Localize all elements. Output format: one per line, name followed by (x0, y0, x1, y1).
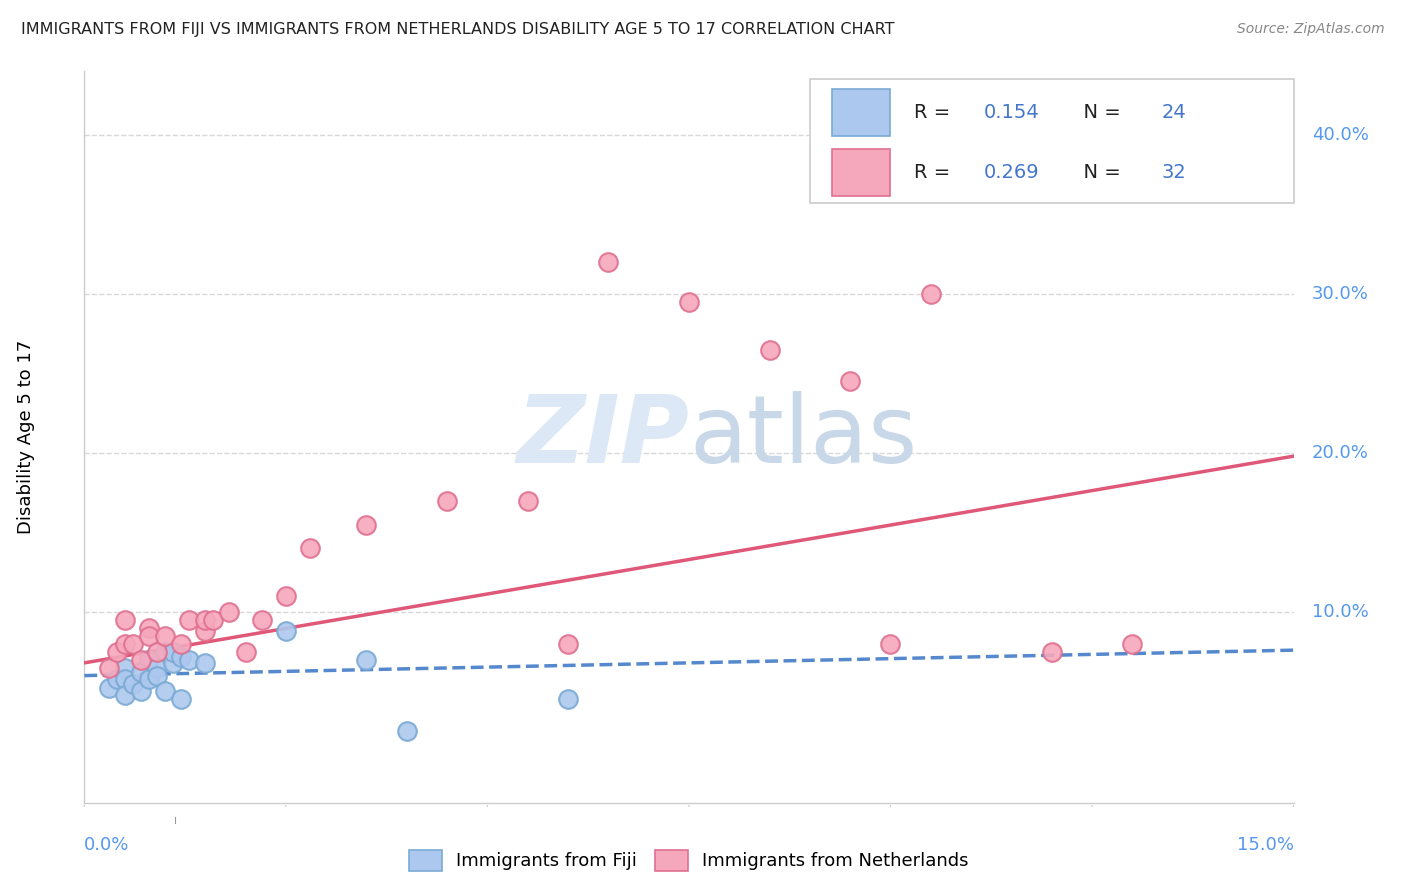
Point (129, 684, 152, 698)
Text: 0.154: 0.154 (984, 103, 1039, 122)
Text: Source: ZipAtlas.com: Source: ZipAtlas.com (1237, 22, 1385, 37)
Point (114, 637, 136, 651)
Legend: Immigrants from Fiji, Immigrants from Netherlands: Immigrants from Fiji, Immigrants from Ne… (402, 843, 976, 878)
Point (920, 287, 942, 301)
Point (170, 649, 193, 664)
Point (194, 624, 217, 638)
Point (356, 653, 378, 667)
Point (250, 613, 273, 627)
Text: N =: N = (1071, 163, 1128, 182)
Text: 15.0%: 15.0% (1236, 836, 1294, 854)
Point (138, 653, 160, 667)
Point (153, 629, 176, 643)
Text: 0.0%: 0.0% (84, 836, 129, 854)
Text: R =: R = (914, 103, 956, 122)
Point (129, 665, 152, 680)
Point (179, 613, 201, 627)
Text: ZIP: ZIP (516, 391, 689, 483)
Point (218, 605, 240, 619)
FancyBboxPatch shape (831, 88, 890, 136)
Point (758, 343, 780, 357)
Text: 32: 32 (1161, 163, 1187, 182)
Point (516, 493, 538, 508)
FancyBboxPatch shape (831, 149, 890, 196)
Point (114, 660, 136, 674)
Text: 30.0%: 30.0% (1312, 285, 1368, 303)
Text: 40.0%: 40.0% (1312, 126, 1368, 144)
Point (138, 621, 160, 635)
Point (129, 653, 152, 667)
Point (146, 668, 169, 682)
Text: 0.269: 0.269 (984, 163, 1039, 182)
Text: N =: N = (1071, 103, 1128, 122)
Point (121, 676, 143, 690)
Point (395, 724, 418, 739)
Point (121, 637, 143, 651)
Text: 24: 24 (1161, 103, 1187, 122)
Point (436, 493, 458, 508)
FancyBboxPatch shape (810, 78, 1294, 203)
Point (274, 624, 297, 638)
Point (170, 637, 193, 651)
Point (1040, 645, 1063, 659)
Point (105, 672, 128, 686)
Point (299, 541, 322, 556)
Point (557, 692, 579, 706)
Text: IMMIGRANTS FROM FIJI VS IMMIGRANTS FROM NETHERLANDS DISABILITY AGE 5 TO 17 CORRE: IMMIGRANTS FROM FIJI VS IMMIGRANTS FROM … (21, 22, 894, 37)
Point (153, 645, 176, 659)
Point (202, 613, 225, 627)
Point (146, 660, 169, 674)
Text: atlas: atlas (689, 391, 917, 483)
Point (839, 375, 862, 389)
Point (138, 672, 160, 686)
Point (356, 517, 378, 532)
Text: Disability Age 5 to 17: Disability Age 5 to 17 (17, 340, 35, 534)
Point (1121, 637, 1143, 651)
Point (153, 684, 176, 698)
Point (179, 653, 201, 667)
Point (105, 645, 128, 659)
Point (162, 645, 184, 659)
Text: R =: R = (914, 163, 956, 182)
Point (114, 672, 136, 686)
Point (194, 613, 217, 627)
Point (162, 656, 184, 670)
Point (114, 688, 136, 702)
Point (138, 629, 160, 643)
Point (598, 255, 620, 269)
Point (678, 294, 700, 309)
Point (235, 645, 257, 659)
Point (97, 660, 120, 674)
Point (194, 656, 217, 670)
Point (97, 681, 120, 696)
Point (274, 589, 297, 603)
Text: 20.0%: 20.0% (1312, 444, 1368, 462)
Text: 10.0%: 10.0% (1312, 603, 1368, 621)
Point (879, 637, 901, 651)
Point (170, 692, 193, 706)
Point (114, 613, 136, 627)
Point (146, 645, 169, 659)
Point (557, 637, 579, 651)
